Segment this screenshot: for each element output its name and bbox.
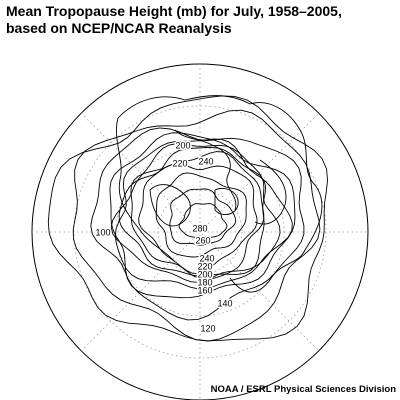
polar-map — [31, 63, 369, 400]
contours — [47, 95, 328, 342]
contour-label: 200 — [197, 269, 212, 279]
contour-label: 100 — [95, 227, 110, 237]
contour-label: 180 — [197, 277, 212, 287]
contour-line — [72, 109, 321, 342]
contour-line — [155, 172, 247, 258]
contour-line — [47, 95, 328, 342]
contour-line — [178, 203, 228, 241]
contour-label: 280 — [192, 223, 207, 233]
coastlines — [115, 95, 323, 293]
contour-line — [114, 138, 293, 290]
contour-line — [130, 151, 265, 280]
contour-label: 200 — [175, 140, 190, 150]
title-line: based on NCEP/NCAR Reanalysis — [6, 20, 232, 36]
contour-line — [109, 132, 296, 299]
contour-label: 160 — [197, 285, 212, 295]
contour-label: 220 — [197, 261, 212, 271]
contour-label: 260 — [195, 235, 210, 245]
contour-label: 220 — [172, 158, 187, 168]
contour-line — [138, 163, 258, 275]
contour-line — [118, 146, 266, 277]
contour-label: 240 — [198, 156, 213, 166]
contour-label: 120 — [200, 323, 215, 333]
contour-label: 140 — [217, 298, 232, 308]
title-line: Mean Tropopause Height (mb) for July, 19… — [6, 3, 342, 19]
contour-line — [90, 127, 305, 321]
contour-line — [169, 188, 237, 246]
contour-label: 240 — [199, 253, 214, 263]
credit: NOAA / ESRL Physical Sciences Division — [211, 384, 397, 395]
